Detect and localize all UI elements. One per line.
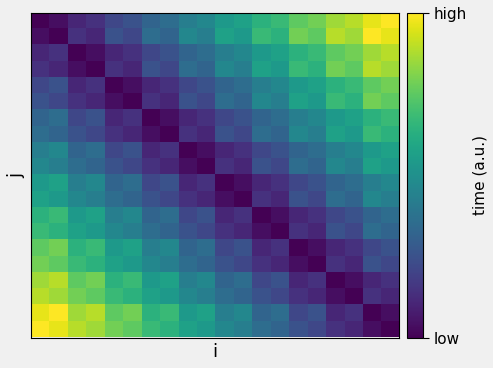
Y-axis label: time (a.u.): time (a.u.) [472, 135, 488, 215]
Y-axis label: j: j [7, 173, 25, 178]
X-axis label: i: i [212, 343, 217, 361]
